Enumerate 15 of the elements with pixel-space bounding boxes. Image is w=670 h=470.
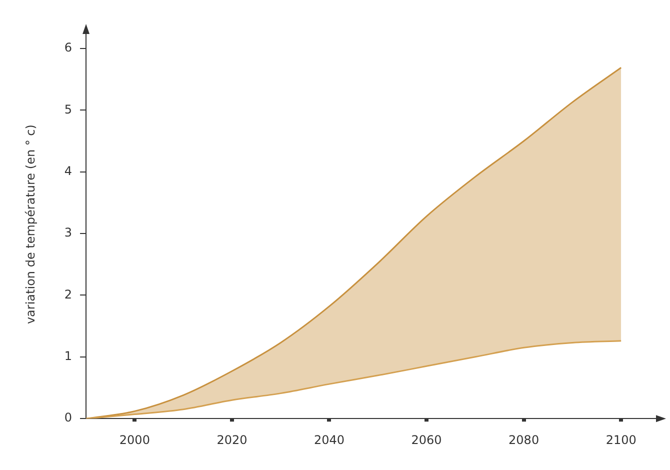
y-axis-title: variation de température (en ° c) [23, 124, 38, 324]
y-tick-label: 0 [64, 410, 72, 425]
x-tick-label: 2020 [216, 432, 248, 447]
x-tick-label: 2040 [314, 432, 345, 447]
y-tick-label: 1 [64, 349, 72, 364]
y-tick-label: 5 [64, 102, 72, 116]
y-tick-label: 2 [64, 287, 72, 302]
line-series [86, 340, 622, 419]
y-tick-label: 4 [64, 164, 72, 178]
x-tick-label: 2080 [508, 432, 540, 447]
x-tick-label: 2000 [119, 432, 150, 447]
x-tick-label: 2060 [411, 432, 442, 447]
y-tick-label: 3 [64, 226, 72, 240]
x-tick-label: 2100 [606, 432, 636, 447]
y-tick-label: 6 [64, 40, 72, 55]
